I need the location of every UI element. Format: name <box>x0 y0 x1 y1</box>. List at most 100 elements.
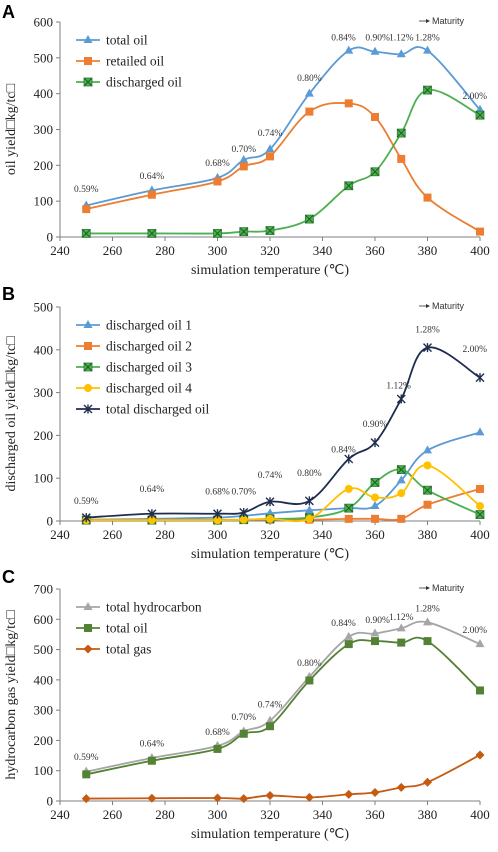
arrow-head-icon <box>426 19 430 23</box>
y-tick-label: 600 <box>34 612 54 627</box>
x-tick-label: 320 <box>260 243 280 258</box>
data-point <box>344 631 354 640</box>
x-tick-label: 300 <box>208 527 228 542</box>
y-tick-label: 200 <box>34 428 54 443</box>
data-point <box>344 454 354 464</box>
x-tick-label: 240 <box>50 243 70 258</box>
ro-annotation: 1.28% <box>415 326 440 336</box>
x-tick-label: 320 <box>260 807 280 822</box>
ro-annotation: 0.74% <box>258 471 283 481</box>
x-tick-label: 340 <box>313 807 333 822</box>
data-point <box>81 513 91 523</box>
x-tick-label: 300 <box>208 243 228 258</box>
data-point <box>371 637 379 646</box>
data-point <box>423 45 432 54</box>
legend: total oil retailed oil discharged oil <box>76 33 182 90</box>
data-point <box>423 500 432 509</box>
y-tick-label: 500 <box>34 50 54 65</box>
data-point <box>475 750 485 760</box>
data-point <box>239 729 248 738</box>
data-point <box>475 639 485 648</box>
data-point <box>344 503 354 513</box>
arrow-head-icon <box>426 304 430 308</box>
x-tick-label: 280 <box>155 243 175 258</box>
x-axis-title: simulation temperature (℃) <box>191 263 349 278</box>
ro-annotation: 2.00% <box>462 345 487 355</box>
x-tick-label: 260 <box>103 807 123 822</box>
legend-label: total hydrocarbon <box>106 600 202 615</box>
data-point <box>397 154 406 163</box>
series-total-oil <box>82 636 484 779</box>
data-point <box>396 49 406 58</box>
ro-annotation: 1.28% <box>415 34 440 44</box>
x-tick-label: 240 <box>50 527 70 542</box>
x-tick-label: 380 <box>418 807 438 822</box>
x-tick-label: 400 <box>470 527 490 542</box>
data-point <box>370 501 380 510</box>
data-point <box>239 507 249 517</box>
data-point <box>239 227 249 237</box>
x-tick-label: 360 <box>365 527 385 542</box>
data-point <box>344 789 354 799</box>
legend-item: total gas <box>76 642 151 657</box>
series-retailed-oil <box>82 99 484 236</box>
x-tick-label: 340 <box>313 527 333 542</box>
data-point <box>396 475 406 484</box>
legend-item: retailed oil <box>76 54 164 69</box>
x-tick-label: 240 <box>50 807 70 822</box>
ro-annotation: 0.90% <box>365 616 390 626</box>
data-point <box>423 461 432 470</box>
legend-label: discharged oil <box>106 75 182 90</box>
maturity-indicator: Maturity <box>419 301 465 311</box>
data-point <box>213 229 222 238</box>
ro-annotation: 1.12% <box>389 34 414 44</box>
data-point <box>423 485 432 495</box>
data-point <box>396 465 406 475</box>
data-point <box>305 676 314 685</box>
maturity-label: Maturity <box>432 301 465 311</box>
data-point <box>82 770 91 779</box>
data-point <box>475 510 485 519</box>
data-point <box>147 756 156 765</box>
data-point <box>423 617 432 626</box>
data-point <box>476 686 484 695</box>
data-point <box>423 85 432 95</box>
series-line <box>86 101 481 233</box>
data-point <box>397 638 406 647</box>
x-tick-label: 360 <box>365 807 385 822</box>
ro-annotation: 0.74% <box>258 701 283 711</box>
data-point <box>265 715 275 724</box>
data-point <box>396 394 406 404</box>
data-point <box>266 152 274 161</box>
ro-annotation: 2.00% <box>462 92 487 102</box>
data-point <box>305 514 314 523</box>
series-line <box>86 431 481 521</box>
data-point <box>81 794 91 804</box>
y-axis-title: discharged oil yield□kg/tc□ <box>4 336 19 492</box>
ro-annotation: 0.59% <box>74 753 99 763</box>
data-point <box>475 373 485 383</box>
x-tick-label: 280 <box>155 527 175 542</box>
legend-label: total oil <box>106 33 148 48</box>
ro-annotation: 0.68% <box>205 159 230 169</box>
panel-letter: B <box>2 284 15 304</box>
x-tick-label: 280 <box>155 807 175 822</box>
ro-annotation: 1.12% <box>389 613 414 623</box>
data-point <box>265 226 275 235</box>
x-tick-label: 400 <box>470 807 490 822</box>
data-point <box>423 637 432 646</box>
legend: total hydrocarbon total oil total gas <box>76 600 202 657</box>
data-point <box>239 794 249 804</box>
data-point <box>423 343 432 353</box>
maturity-indicator: Maturity <box>419 583 465 593</box>
y-tick-label: 300 <box>34 385 54 400</box>
legend-label: retailed oil <box>106 54 164 69</box>
y-tick-label: 300 <box>34 122 54 137</box>
ro-annotation: 0.90% <box>363 420 388 430</box>
legend-marker <box>83 362 93 372</box>
data-point <box>147 793 157 803</box>
data-point <box>213 509 222 519</box>
y-tick-label: 400 <box>34 672 54 687</box>
panel-c: C 0 100 200 300 400 500 600 700 240 260 280 300 320 34… <box>2 567 490 842</box>
